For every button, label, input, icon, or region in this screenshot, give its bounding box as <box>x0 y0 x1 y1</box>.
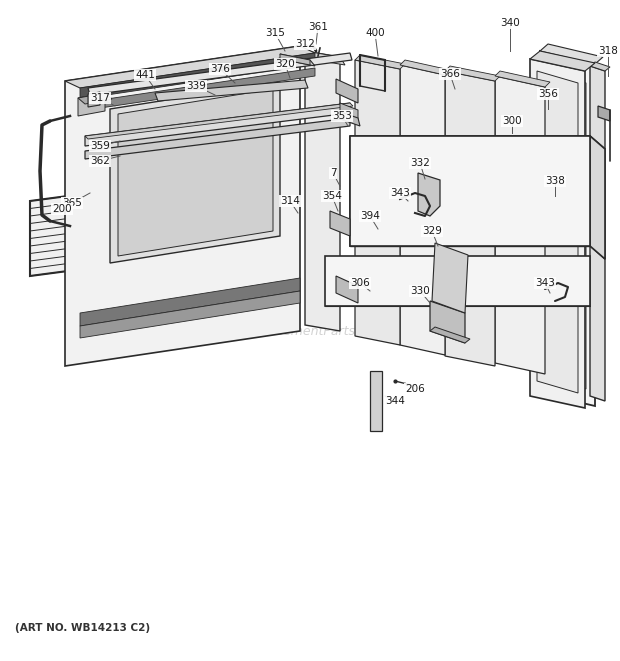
Text: 7: 7 <box>330 168 336 178</box>
Polygon shape <box>65 46 300 366</box>
Text: 306: 306 <box>350 278 370 288</box>
Text: 314: 314 <box>280 196 300 206</box>
Polygon shape <box>530 51 595 71</box>
Polygon shape <box>155 80 308 101</box>
Polygon shape <box>305 51 340 331</box>
Text: 343: 343 <box>535 278 555 288</box>
Text: 356: 356 <box>538 89 558 99</box>
Polygon shape <box>280 54 310 65</box>
Polygon shape <box>80 278 300 326</box>
Polygon shape <box>537 71 578 393</box>
Polygon shape <box>280 54 315 66</box>
Polygon shape <box>430 301 465 343</box>
Polygon shape <box>80 53 315 99</box>
Text: 353: 353 <box>332 111 352 121</box>
Text: 315: 315 <box>265 28 285 38</box>
Polygon shape <box>530 59 585 408</box>
Polygon shape <box>110 82 280 263</box>
Polygon shape <box>65 46 315 88</box>
Polygon shape <box>88 53 352 95</box>
Polygon shape <box>430 327 470 343</box>
Text: 394: 394 <box>360 211 380 221</box>
Text: 365: 365 <box>62 198 82 208</box>
Polygon shape <box>400 60 450 75</box>
Polygon shape <box>340 103 358 121</box>
Polygon shape <box>78 93 105 116</box>
Text: 330: 330 <box>410 286 430 296</box>
Text: 359: 359 <box>90 141 110 151</box>
Text: 338: 338 <box>545 176 565 186</box>
Text: 366: 366 <box>440 69 460 79</box>
Text: (ART NO. WB14213 C2): (ART NO. WB14213 C2) <box>15 623 150 633</box>
Polygon shape <box>338 111 360 126</box>
Text: 300: 300 <box>502 116 522 126</box>
Polygon shape <box>118 89 273 256</box>
Polygon shape <box>85 118 350 159</box>
Text: 329: 329 <box>422 226 442 236</box>
Polygon shape <box>330 211 350 236</box>
Polygon shape <box>445 71 495 366</box>
Polygon shape <box>540 51 595 406</box>
Polygon shape <box>88 92 100 107</box>
Polygon shape <box>355 55 405 69</box>
Text: 312: 312 <box>295 39 315 49</box>
Polygon shape <box>80 291 300 338</box>
Polygon shape <box>598 106 610 121</box>
Text: 340: 340 <box>500 18 520 28</box>
Text: 400: 400 <box>365 28 385 38</box>
Text: 339: 339 <box>186 81 206 91</box>
Text: 318: 318 <box>598 46 618 56</box>
Polygon shape <box>85 103 350 146</box>
Polygon shape <box>30 166 295 276</box>
Polygon shape <box>80 68 315 111</box>
Polygon shape <box>495 76 545 374</box>
Polygon shape <box>336 276 358 303</box>
Polygon shape <box>350 136 605 149</box>
Polygon shape <box>432 243 468 313</box>
Text: 343: 343 <box>390 188 410 198</box>
Text: 441: 441 <box>135 70 155 80</box>
Text: 362: 362 <box>90 156 110 166</box>
Text: 320: 320 <box>275 59 295 69</box>
Polygon shape <box>445 66 500 81</box>
Polygon shape <box>400 65 445 355</box>
Text: 200: 200 <box>52 204 72 214</box>
Polygon shape <box>336 79 358 103</box>
Text: 361: 361 <box>308 22 328 32</box>
Polygon shape <box>370 371 382 431</box>
Polygon shape <box>355 60 400 345</box>
Polygon shape <box>78 93 112 104</box>
Polygon shape <box>418 173 440 216</box>
Polygon shape <box>540 44 603 64</box>
Polygon shape <box>305 51 345 65</box>
Polygon shape <box>590 66 605 401</box>
Text: 344: 344 <box>385 396 405 406</box>
Text: 354: 354 <box>322 191 342 201</box>
Polygon shape <box>350 136 365 246</box>
Text: 376: 376 <box>210 64 230 74</box>
Polygon shape <box>495 71 550 87</box>
Polygon shape <box>85 103 353 139</box>
Text: 206: 206 <box>405 384 425 394</box>
Text: eReplacementParts.com: eReplacementParts.com <box>234 325 386 338</box>
Text: 332: 332 <box>410 158 430 168</box>
Polygon shape <box>590 136 605 259</box>
Polygon shape <box>590 62 610 71</box>
Polygon shape <box>350 136 590 246</box>
Text: 317: 317 <box>90 93 110 103</box>
Polygon shape <box>549 71 586 389</box>
Polygon shape <box>325 256 590 306</box>
